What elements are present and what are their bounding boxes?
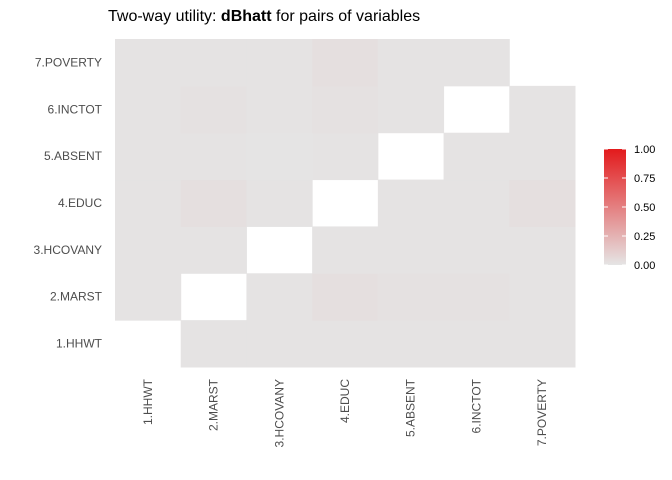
heatmap-cell [509, 226, 576, 274]
x-axis-labels: 1.HHWT 2.MARST 3.HCOVANY 4.EDUC 5.ABSENT 6.IN… [141, 378, 549, 447]
x-tick-label: 1.HHWT [141, 378, 155, 425]
heatmap-cell [246, 273, 313, 321]
legend-tick-label: 0.00 [634, 260, 655, 272]
heatmap-cell [443, 320, 510, 368]
x-tick-label: 2.MARST [207, 378, 221, 431]
heatmap-cell [509, 179, 576, 227]
heatmap-cell [443, 132, 510, 181]
y-tick-label: 2.MARST [50, 290, 103, 304]
heatmap-cell [312, 226, 379, 274]
heatmap-cell [312, 320, 379, 368]
heatmap-cell [377, 320, 445, 368]
y-tick-label: 1.HHWT [56, 337, 103, 351]
legend-tick-label: 0.50 [634, 202, 655, 214]
heatmap-cell [246, 132, 313, 181]
heatmap-cell [377, 179, 445, 227]
heatmap-cell [115, 226, 182, 274]
heatmap-cell [180, 85, 247, 134]
heatmap-cell [246, 85, 313, 134]
heatmap-cell [312, 39, 379, 87]
x-tick-label: 4.EDUC [338, 379, 352, 423]
y-tick-label: 4.EDUC [58, 196, 102, 210]
heatmap-cell [443, 226, 510, 274]
y-axis-labels: 1.HHWT 2.MARST 3.HCOVANY 4.EDUC 5.ABSENT 6.IN… [34, 55, 103, 350]
heatmap-cell [246, 39, 313, 87]
heatmap-cell [115, 273, 182, 321]
heatmap-cell [312, 85, 379, 134]
heatmap-cell [509, 273, 576, 321]
heatmap-cell [377, 39, 445, 87]
heatmap-cell [509, 320, 576, 368]
y-tick-label: 7.POVERTY [35, 55, 102, 69]
color-legend: 0.00 0.25 0.50 0.75 1.00 [604, 144, 655, 272]
heatmap-cell [115, 39, 182, 87]
heatmap-cell [377, 226, 445, 274]
y-tick-label: 6.INCTOT [48, 102, 103, 116]
heatmap-cell [377, 273, 445, 321]
heatmap-cell [443, 39, 510, 87]
heatmap-cell [246, 320, 313, 368]
heatmap-cell [509, 85, 576, 134]
x-tick-label: 7.POVERTY [535, 379, 549, 446]
heatmap-cell [115, 179, 182, 227]
heatmap-cell [115, 132, 182, 181]
heatmap-cell [115, 85, 182, 134]
heatmap-cell [180, 179, 247, 227]
y-tick-label: 5.ABSENT [44, 149, 103, 163]
x-tick-label: 5.ABSENT [404, 378, 418, 437]
heatmap-cell [246, 179, 313, 227]
heatmap-cell [312, 273, 379, 321]
heatmap-cell [443, 179, 510, 227]
x-tick-label: 3.HCOVANY [272, 379, 286, 447]
heatmap-cell [377, 85, 445, 134]
chart-title: Two-way utility: dBhatt for pairs of var… [108, 8, 420, 25]
heatmap-cell [443, 273, 510, 321]
legend-tick-label: 0.25 [634, 231, 655, 243]
heatmap-cell [180, 320, 247, 368]
heatmap-cell [312, 132, 379, 181]
legend-tick-label: 0.75 [634, 173, 655, 185]
legend-tick-label: 1.00 [634, 144, 655, 156]
heatmap-cell [180, 39, 247, 87]
x-tick-label: 6.INCTOT [469, 378, 483, 433]
heatmap-cell [180, 226, 247, 274]
heatmap-cell [509, 132, 576, 181]
legend-colorbar [604, 149, 626, 265]
heatmap-cells [115, 39, 576, 368]
heatmap-cell [180, 132, 247, 181]
y-tick-label: 3.HCOVANY [34, 243, 102, 257]
